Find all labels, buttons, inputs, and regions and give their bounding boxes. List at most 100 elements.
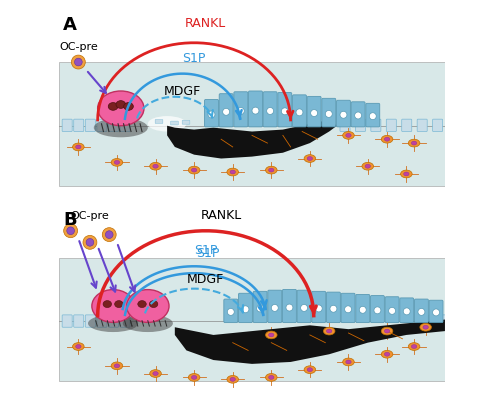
Ellipse shape xyxy=(362,162,373,170)
Circle shape xyxy=(369,113,376,119)
Ellipse shape xyxy=(346,360,351,364)
Circle shape xyxy=(403,308,410,315)
FancyBboxPatch shape xyxy=(170,121,178,125)
Circle shape xyxy=(286,304,293,311)
Ellipse shape xyxy=(76,345,81,349)
Ellipse shape xyxy=(266,374,277,381)
FancyBboxPatch shape xyxy=(312,291,326,323)
FancyBboxPatch shape xyxy=(182,120,190,124)
FancyBboxPatch shape xyxy=(108,119,118,131)
Circle shape xyxy=(296,109,303,116)
FancyBboxPatch shape xyxy=(253,291,267,323)
Ellipse shape xyxy=(148,116,186,131)
Ellipse shape xyxy=(103,301,111,308)
Ellipse shape xyxy=(266,331,277,339)
Ellipse shape xyxy=(381,351,393,358)
Ellipse shape xyxy=(385,352,390,356)
Circle shape xyxy=(242,306,249,313)
Ellipse shape xyxy=(227,376,238,383)
Ellipse shape xyxy=(423,325,428,329)
FancyBboxPatch shape xyxy=(62,315,72,327)
Text: S1P: S1P xyxy=(194,244,217,257)
Ellipse shape xyxy=(149,301,158,308)
FancyBboxPatch shape xyxy=(355,119,365,131)
FancyBboxPatch shape xyxy=(322,98,336,127)
Polygon shape xyxy=(175,320,445,364)
FancyBboxPatch shape xyxy=(351,102,365,127)
Circle shape xyxy=(267,108,274,114)
Ellipse shape xyxy=(227,168,238,176)
Circle shape xyxy=(223,108,230,115)
Circle shape xyxy=(64,224,78,238)
FancyBboxPatch shape xyxy=(278,93,292,127)
Ellipse shape xyxy=(381,135,393,143)
Ellipse shape xyxy=(408,343,420,351)
Circle shape xyxy=(67,227,75,235)
Ellipse shape xyxy=(346,133,351,137)
Ellipse shape xyxy=(123,315,173,332)
Ellipse shape xyxy=(127,289,169,322)
Ellipse shape xyxy=(230,170,235,174)
Text: A: A xyxy=(63,16,77,34)
Ellipse shape xyxy=(269,376,274,379)
Ellipse shape xyxy=(385,329,390,333)
Text: OC-pre: OC-pre xyxy=(59,42,98,52)
Ellipse shape xyxy=(230,378,235,381)
Circle shape xyxy=(83,235,97,249)
FancyBboxPatch shape xyxy=(414,299,428,323)
FancyBboxPatch shape xyxy=(429,315,439,327)
Ellipse shape xyxy=(304,155,316,162)
Polygon shape xyxy=(167,120,337,158)
Ellipse shape xyxy=(385,137,390,141)
Circle shape xyxy=(340,111,347,118)
Ellipse shape xyxy=(138,301,146,308)
Circle shape xyxy=(374,307,381,314)
FancyBboxPatch shape xyxy=(370,296,385,323)
Ellipse shape xyxy=(94,118,148,137)
FancyBboxPatch shape xyxy=(268,290,282,323)
Ellipse shape xyxy=(404,172,409,176)
FancyBboxPatch shape xyxy=(307,96,321,127)
FancyBboxPatch shape xyxy=(263,92,277,127)
Text: OC-pre: OC-pre xyxy=(71,211,109,221)
Ellipse shape xyxy=(192,168,197,172)
FancyBboxPatch shape xyxy=(282,289,296,323)
Ellipse shape xyxy=(92,289,134,322)
Circle shape xyxy=(345,306,352,313)
Ellipse shape xyxy=(114,160,119,164)
FancyBboxPatch shape xyxy=(440,315,451,327)
Ellipse shape xyxy=(307,368,312,372)
Ellipse shape xyxy=(365,164,370,168)
Circle shape xyxy=(432,309,439,316)
Circle shape xyxy=(389,307,396,314)
Ellipse shape xyxy=(88,315,138,332)
Circle shape xyxy=(227,308,234,315)
Circle shape xyxy=(252,107,259,114)
Circle shape xyxy=(355,112,361,119)
FancyBboxPatch shape xyxy=(371,119,381,131)
FancyBboxPatch shape xyxy=(429,300,443,323)
Circle shape xyxy=(325,110,332,118)
Circle shape xyxy=(75,58,82,66)
Ellipse shape xyxy=(401,170,412,178)
Ellipse shape xyxy=(408,139,420,147)
Text: RANKL: RANKL xyxy=(185,17,226,30)
Ellipse shape xyxy=(343,131,354,139)
FancyBboxPatch shape xyxy=(297,290,311,323)
FancyBboxPatch shape xyxy=(219,94,233,127)
FancyBboxPatch shape xyxy=(234,92,248,127)
Text: RANKL: RANKL xyxy=(201,209,242,222)
FancyBboxPatch shape xyxy=(74,119,84,131)
FancyBboxPatch shape xyxy=(366,103,380,127)
Circle shape xyxy=(208,111,215,118)
Ellipse shape xyxy=(98,91,144,126)
Text: S1P: S1P xyxy=(197,247,220,260)
Ellipse shape xyxy=(411,141,417,145)
FancyBboxPatch shape xyxy=(341,293,355,323)
Ellipse shape xyxy=(327,329,332,333)
Circle shape xyxy=(72,55,85,69)
Ellipse shape xyxy=(307,156,312,160)
FancyBboxPatch shape xyxy=(386,119,396,131)
Ellipse shape xyxy=(411,345,417,349)
Ellipse shape xyxy=(123,102,134,110)
